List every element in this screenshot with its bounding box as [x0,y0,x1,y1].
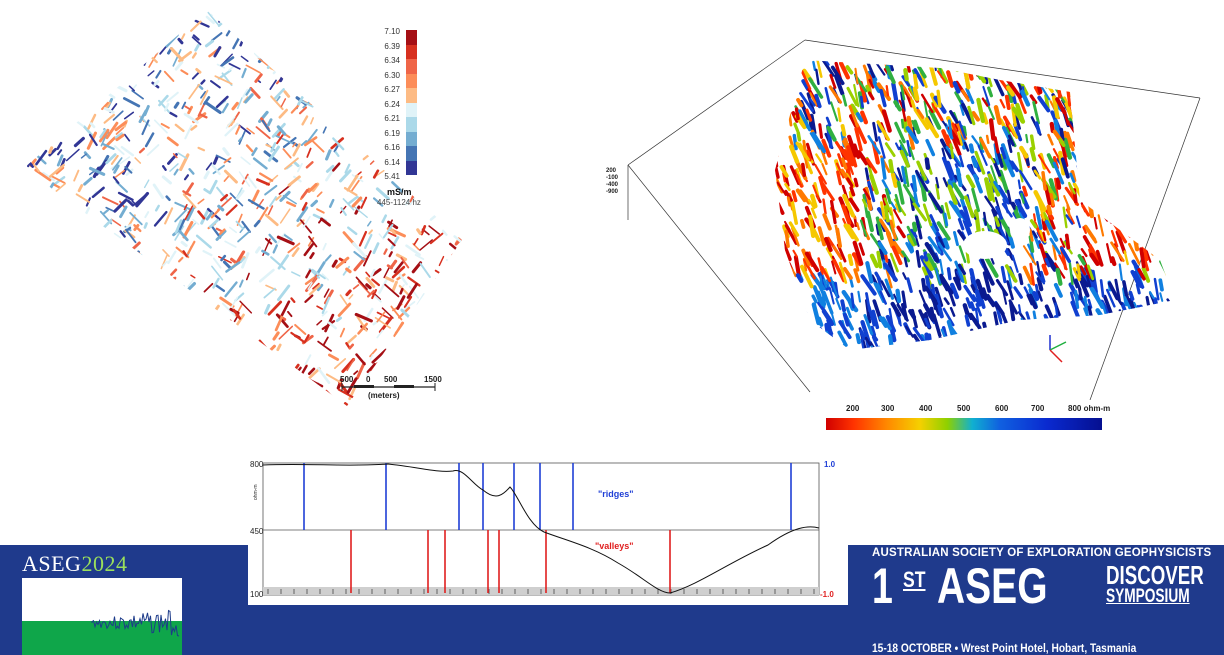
legend-swatch [406,131,417,146]
legend-swatch [406,44,417,59]
legend-value: 5.41 [384,172,400,181]
depth-label: -400 [606,182,619,188]
scale-label-0: 0 [366,375,371,384]
edition-suffix: ST [903,567,926,592]
right-bottom-label: -1.0 [820,590,834,599]
date-and-venue: 15-18 OCTOBER • Wrest Point Hotel, Hobar… [872,641,1137,655]
org-acronym: ASEG [937,558,1048,614]
scale-unit: (meters) [368,391,400,400]
edition-number: 1 [872,558,893,614]
depth-label: -100 [606,175,619,181]
legend-swatch [406,146,417,161]
logo-card [22,578,182,655]
logo-waveform-icon [91,609,180,637]
event-line-1: DISCOVER [1106,560,1204,590]
legend-value: 6.16 [384,143,400,152]
y-unit: ohm-m [253,484,259,500]
legend-value: 6.34 [384,56,400,65]
resistivity-volume-3d [627,39,1201,400]
legend-frequency: 445-1124 hz [377,198,421,207]
legend-value: 6.39 [384,41,400,51]
right-top-label: 1.0 [824,460,836,469]
scale-label-1500: 1500 [424,375,442,384]
depth-axis-labels: 200 -100 -400 -900 [606,168,618,196]
logo-name: ASEG [22,551,82,576]
res-label-500: 500 [957,404,971,413]
y-label-800: 800 [250,460,264,469]
depth-label: -900 [606,189,619,195]
logo-green-band [22,621,182,655]
resistivity-profile-chart: 800 450 100 ohm-m 1.0 -1.0 "ridges" "val… [248,455,848,605]
legend-unit: mS/m [387,187,412,197]
y-label-100: 100 [250,590,264,599]
legend-swatch [406,102,417,117]
resistivity-colorbar [826,418,1102,430]
legend-swatch [406,59,417,74]
depth-label: 200 [606,168,617,174]
valleys-label: "valleys" [595,541,634,551]
ridges-label: "ridges" [598,489,634,499]
legend-value: 6.30 [384,70,400,80]
aseg-2024-logo: ASEG2024 [8,545,182,655]
scale-label-500-left: 500 [340,375,354,384]
res-label-800: 800 ohm-m [1068,404,1111,413]
symposium-title-block: AUSTRALIAN SOCIETY OF EXPLORATION GEOPHY… [852,545,1224,655]
conductivity-map [24,10,462,406]
legend-swatch [406,160,417,175]
legend-value: 7.10 [384,27,400,36]
legend-value: 6.21 [384,114,400,123]
legend-swatch [406,88,417,103]
legend-swatch [406,117,417,132]
res-label-700: 700 [1031,404,1045,413]
legend-value: 6.24 [384,99,400,109]
legend-value: 6.14 [384,157,400,167]
legend-swatch [406,73,417,88]
res-label-400: 400 [919,404,933,413]
legend-swatch [406,30,417,45]
conductivity-legend: 7.10 6.39 6.34 6.30 6.27 6.24 6.21 6.19 6.16 6.14… [362,27,462,207]
logo-year: 2024 [81,551,128,576]
res-label-300: 300 [881,404,895,413]
res-label-600: 600 [995,404,1009,413]
logo-title: ASEG2024 [22,551,127,577]
legend-value: 6.27 [384,85,400,94]
scale-label-500: 500 [384,375,398,384]
scale-bar: 500 0 500 1500 (meters) [340,375,450,405]
y-label-450: 450 [250,527,264,536]
res-label-200: 200 [846,404,860,413]
society-name: AUSTRALIAN SOCIETY OF EXPLORATION GEOPHY… [872,547,1212,559]
legend-value: 6.19 [384,128,400,138]
event-line-2: SYMPOSIUM [1106,586,1190,607]
